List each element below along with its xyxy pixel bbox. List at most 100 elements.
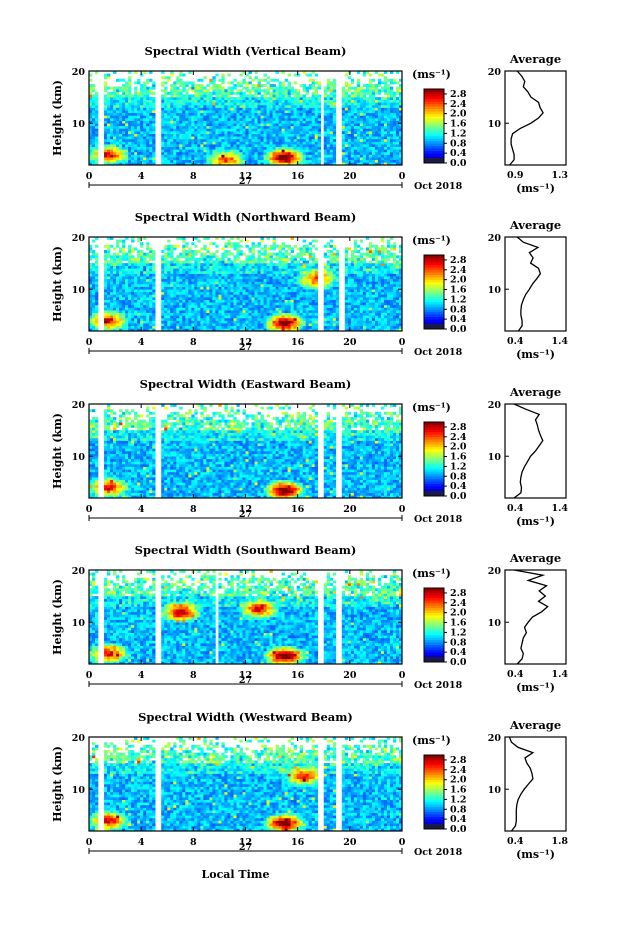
average-y-tick: 10 (488, 785, 502, 796)
average-x-label: (ms⁻¹) (516, 348, 555, 361)
average-x-label: (ms⁻¹) (516, 515, 555, 528)
x-tick-label: 16 (291, 670, 305, 681)
colorbar-tick: 2.8 (450, 588, 467, 599)
x-tick-label: 4 (138, 171, 145, 182)
average-y-tick: 20 (488, 400, 502, 411)
average-y-tick: 20 (488, 733, 502, 744)
y-axis-label: Height (km) (51, 246, 64, 322)
colorbar-tick: 2.8 (450, 422, 467, 433)
colorbar-tick: 1.6 (450, 285, 467, 296)
colorbar-tick: 2.4 (450, 598, 467, 609)
date-label: Oct 2018 (414, 181, 463, 192)
y-tick-label: 10 (72, 618, 86, 629)
average-profile-line (516, 236, 542, 332)
average-y-tick: 20 (488, 67, 502, 78)
colorbar-unit: (ms⁻¹) (412, 734, 451, 747)
average-x-label: (ms⁻¹) (516, 182, 555, 195)
panel-1: Spectral Width (Vertical Beam) 20 10 Height… (51, 44, 568, 195)
x-tick-label: 12 (239, 837, 252, 848)
x-tick-label: 4 (138, 337, 145, 348)
colorbar-tick: 1.2 (450, 294, 467, 305)
colorbar-tick: 2.4 (450, 432, 467, 443)
panel-title: Spectral Width (Westward Beam) (138, 710, 353, 724)
panel-2: Spectral Width (Northward Beam) 20 10 Heigh… (51, 210, 568, 361)
x-tick-label: 8 (190, 837, 197, 848)
average-x-tick: 1.3 (551, 170, 568, 181)
date-label: Oct 2018 (414, 680, 463, 691)
colorbar-tick: 0.0 (450, 824, 467, 835)
colorbar-tick: 0.8 (450, 804, 467, 815)
average-frame (504, 736, 567, 832)
colorbar-tick: 1.6 (450, 618, 467, 629)
colorbar-tick: 0.8 (450, 304, 467, 315)
panel-title: Spectral Width (Vertical Beam) (145, 44, 347, 58)
average-title: Average (509, 385, 561, 399)
colorbar-tick: 0.0 (450, 491, 467, 502)
x-tick-label: 20 (343, 504, 357, 515)
average-y-tick: 20 (488, 233, 502, 244)
panel-title: Spectral Width (Eastward Beam) (140, 377, 352, 391)
colorbar-tick: 1.6 (450, 452, 467, 463)
average-y-tick: 10 (488, 285, 502, 296)
x-tick-label: 12 (239, 337, 252, 348)
average-x-tick: 0.4 (507, 503, 524, 514)
average-y-tick: 10 (488, 119, 502, 130)
x-tick-label: 20 (343, 670, 357, 681)
colorbar-tick: 2.8 (450, 255, 467, 266)
colorbar-tick: 1.2 (450, 627, 467, 638)
colorbar-tick: 2.4 (450, 99, 467, 110)
average-y-tick: 10 (488, 618, 502, 629)
x-tick-label: 12 (239, 171, 252, 182)
colorbar-tick: 0.8 (450, 138, 467, 149)
average-x-tick: 1.4 (551, 503, 568, 514)
day-label: 27 (239, 176, 252, 187)
y-tick-label: 10 (72, 285, 86, 296)
x-tick-label: 12 (239, 670, 252, 681)
x-tick-label: 0 (86, 171, 93, 182)
colorbar-unit: (ms⁻¹) (412, 68, 451, 81)
colorbar-tick: 0.4 (450, 647, 467, 658)
average-x-label: (ms⁻¹) (516, 681, 555, 694)
y-axis-label: Height (km) (51, 579, 64, 655)
colorbar-unit: (ms⁻¹) (412, 234, 451, 247)
colorbar-tick: 0.4 (450, 314, 467, 325)
x-tick-label: 4 (138, 504, 145, 515)
heatmap (89, 71, 403, 166)
y-tick-label: 10 (72, 452, 86, 463)
average-frame (504, 236, 567, 332)
colorbar-tick: 2.0 (450, 109, 467, 120)
average-x-tick: 0.4 (507, 836, 524, 847)
x-tick-label: 12 (239, 504, 252, 515)
average-x-tick: 1.4 (551, 336, 568, 347)
x-tick-label: 8 (190, 504, 197, 515)
date-label: Oct 2018 (414, 347, 463, 358)
x-tick-label: 16 (291, 171, 305, 182)
colorbar-tick: 0.4 (450, 481, 467, 492)
date-label: Oct 2018 (414, 514, 463, 525)
heatmap (89, 570, 403, 665)
y-tick-label: 10 (72, 119, 86, 130)
x-axis-label: Local Time (202, 868, 270, 881)
x-tick-label: 16 (291, 504, 305, 515)
x-tick-label: 0 (399, 837, 406, 848)
x-tick-label: 8 (190, 670, 197, 681)
average-profile-line (513, 569, 549, 665)
y-tick-label: 20 (72, 67, 86, 78)
colorbar (423, 254, 445, 330)
colorbar-tick: 2.0 (450, 608, 467, 619)
average-y-tick: 20 (488, 566, 502, 577)
heatmap (89, 404, 403, 499)
panel-title: Spectral Width (Northward Beam) (135, 210, 357, 224)
colorbar (423, 88, 445, 164)
day-label: 27 (239, 509, 252, 520)
average-x-label: (ms⁻¹) (516, 848, 555, 861)
x-tick-label: 0 (86, 504, 93, 515)
average-x-tick: 1.4 (551, 669, 568, 680)
colorbar-tick: 0.0 (450, 657, 467, 668)
average-y-tick: 10 (488, 452, 502, 463)
x-tick-label: 4 (138, 670, 145, 681)
y-axis-label: Height (km) (51, 80, 64, 156)
average-title: Average (509, 218, 561, 232)
y-tick-label: 20 (72, 233, 86, 244)
colorbar-tick: 1.2 (450, 128, 467, 139)
